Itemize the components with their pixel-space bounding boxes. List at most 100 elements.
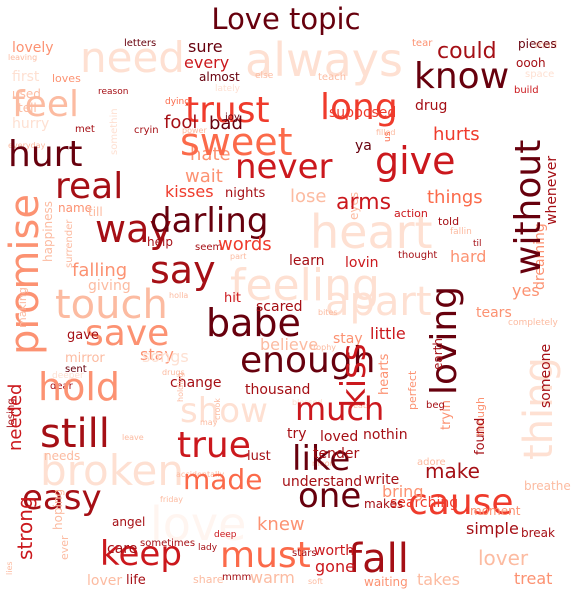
cloud-word: hold (38, 365, 120, 409)
cloud-word: lovin (345, 255, 379, 271)
cloud-word: trophy (310, 343, 336, 352)
cloud-word: nights (225, 186, 265, 201)
cloud-word: gone (315, 557, 355, 576)
cloud-word: used (12, 87, 41, 101)
cloud-word: may (200, 418, 218, 427)
cloud-word: leaving (8, 53, 37, 62)
cloud-word: long (320, 87, 398, 128)
cloud-word: easy (22, 478, 102, 518)
cloud-word: build (514, 85, 539, 96)
cloud-word: yes (512, 281, 540, 300)
cloud-word: whenever (544, 156, 560, 225)
cloud-word: lust (247, 449, 271, 464)
cloud-word: babe (206, 301, 301, 345)
cloud-word: sweet (180, 120, 293, 164)
cloud-word: action (394, 207, 428, 220)
cloud-word: dear (50, 381, 74, 392)
cloud-word: strong (13, 496, 37, 560)
cloud-word: treat (514, 569, 552, 588)
cloud-word: giving (88, 278, 131, 294)
cloud-word: hurt (8, 134, 83, 175)
cloud-word: scared (256, 299, 303, 315)
cloud-word: stars (292, 548, 317, 559)
cloud-word: say (150, 248, 216, 292)
cloud-word: darling (150, 201, 268, 241)
cloud-word: tell (18, 101, 37, 115)
cloud-word: mirror (65, 351, 105, 366)
cloud-word: kiss (334, 343, 374, 408)
cloud-word: breathe (524, 479, 571, 493)
cloud-word: try (287, 426, 307, 442)
cloud-word: thousand (245, 382, 310, 398)
cloud-word: waiting (364, 575, 408, 589)
cloud-word: promise (2, 194, 48, 355)
cloud-word: trust (185, 90, 270, 131)
cloud-word: name (58, 201, 92, 215)
cloud-word: wait (185, 166, 223, 187)
cloud-word: accidentally (176, 470, 224, 479)
cloud-word: feeling (230, 260, 380, 311)
cloud-word: holla (169, 291, 188, 300)
cloud-word: keep (100, 534, 182, 574)
cloud-word: stay (333, 331, 363, 347)
cloud-word: still (40, 411, 110, 457)
cloud-word: someone (538, 344, 554, 408)
cloud-word: searching (390, 495, 458, 511)
cloud-word: write (364, 472, 399, 488)
cloud-word: tryin (439, 400, 454, 430)
cloud-word: angel (112, 515, 145, 529)
cloud-word: tender (313, 446, 359, 462)
cloud-word: lately (215, 84, 241, 94)
cloud-word: feel (12, 84, 79, 125)
cloud-word: everyday (8, 141, 46, 150)
cloud-word: knew (257, 514, 305, 535)
cloud-word: stay (140, 345, 174, 364)
cloud-word: needs (44, 449, 80, 463)
cloud-word: sometimes (140, 538, 195, 549)
cloud-word: lovely (12, 40, 54, 56)
cloud-word: lady (198, 543, 218, 553)
cloud-word: know (414, 56, 509, 97)
cloud-word: moon (312, 459, 335, 468)
cloud-word: cryin (134, 125, 159, 136)
cloud-word: fall (348, 536, 409, 582)
cloud-word: making (16, 287, 29, 328)
cloud-word: almost (199, 70, 240, 84)
cloud-word: never (235, 147, 333, 187)
cloud-word: bad (209, 113, 243, 134)
cloud-word: lover (87, 573, 122, 589)
cloud-word: moment (470, 504, 521, 518)
cloud-word: hurry (12, 116, 49, 132)
cloud-word: apart (325, 279, 432, 325)
cloud-word: care (107, 541, 137, 557)
cloud-word: fallin (450, 227, 472, 237)
cloud-word: losing (6, 398, 17, 428)
cloud-word: need (80, 33, 185, 82)
cloud-word: met (75, 124, 95, 135)
cloud-word: falling (72, 260, 127, 281)
cloud-word: surrender (64, 219, 75, 268)
cloud-word: loving (424, 286, 465, 395)
cloud-word: completely (508, 318, 559, 328)
cloud-word: told (438, 215, 459, 228)
cloud-word: leave (122, 433, 144, 442)
cloud-word: things (427, 187, 483, 208)
cloud-word: happiness (41, 201, 55, 262)
cloud-word: help (147, 235, 173, 249)
cloud-word: drugs (162, 368, 185, 377)
cloud-word: earth (431, 338, 445, 370)
cloud-word: learn (289, 253, 324, 269)
cloud-word: songs (142, 347, 189, 366)
cloud-word: could (437, 39, 497, 64)
cloud-word: oooh (516, 56, 546, 70)
cloud-word: friday (160, 495, 183, 504)
cloud-word: beats (348, 401, 370, 410)
cloud-word: gave (67, 328, 99, 343)
cloud-word: enough (240, 340, 375, 381)
cloud-word: thought (398, 250, 437, 261)
cloud-word: us (383, 131, 393, 142)
cloud-word: little (370, 324, 406, 343)
cloud-word: dying (165, 97, 190, 107)
cloud-word: perfect (406, 370, 419, 410)
